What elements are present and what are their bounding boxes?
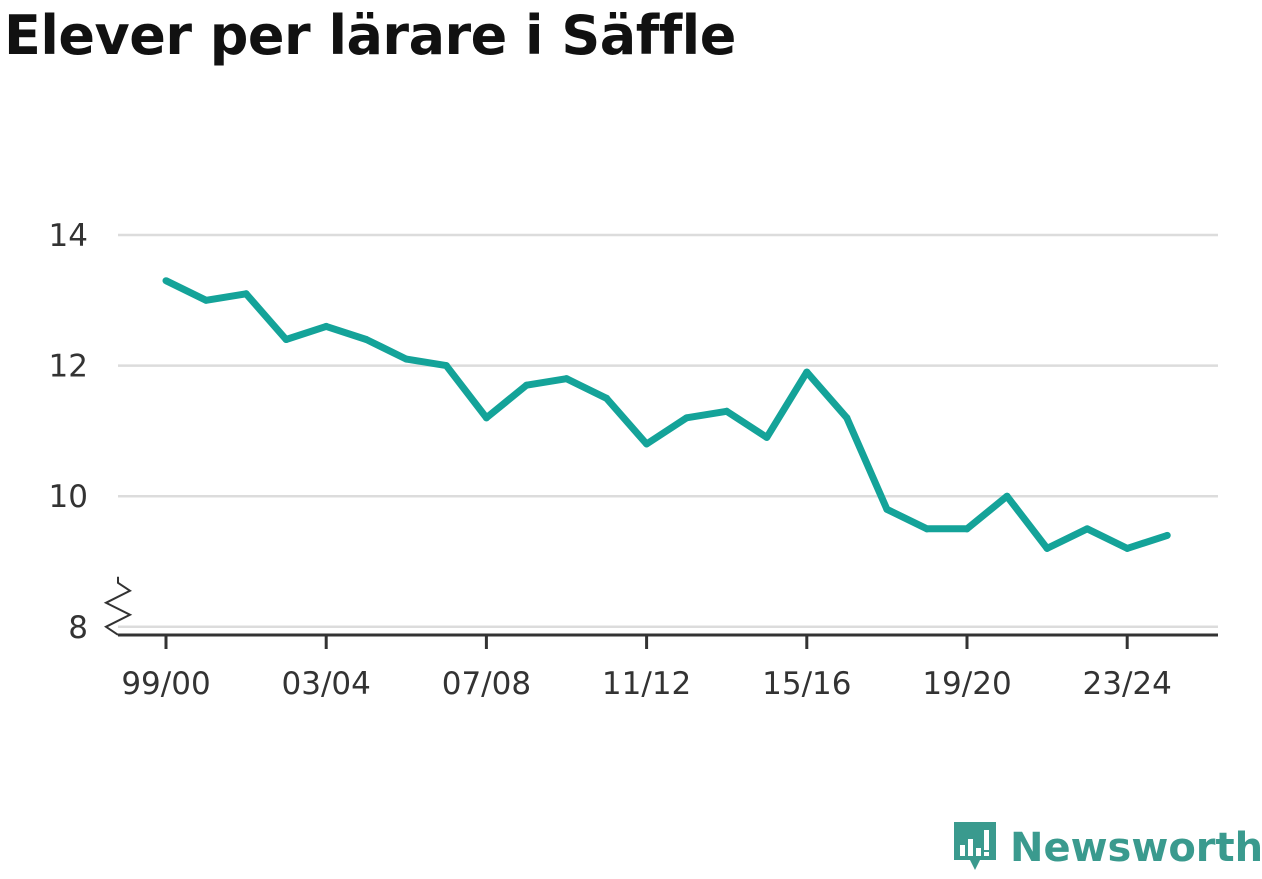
data-point — [1043, 544, 1051, 552]
y-axis-break — [103, 576, 133, 636]
data-point — [923, 525, 931, 533]
chart-title: Elever per lärare i Säffle — [4, 4, 736, 67]
data-point — [643, 440, 651, 448]
x-tick-label: 23/24 — [1083, 666, 1172, 702]
data-point — [803, 368, 811, 376]
x-tick-label: 19/20 — [922, 666, 1011, 702]
data-point — [402, 355, 410, 363]
data-point — [202, 296, 210, 304]
data-point — [883, 505, 891, 513]
x-tick-label: 15/16 — [762, 666, 851, 702]
brand-name: Newsworthy — [1010, 825, 1262, 871]
x-tick-label: 11/12 — [602, 666, 691, 702]
series-group — [162, 277, 1171, 552]
data-point — [843, 414, 851, 422]
x-axis: 99/00 03/04 07/08 11/12 15/16 19/20 23/24 — [118, 633, 1218, 702]
bar-chart-speech-bubble-icon — [954, 822, 996, 870]
data-point — [683, 414, 691, 422]
y-axis-ticks: 8 10 12 14 — [49, 218, 133, 646]
data-point — [563, 375, 570, 383]
x-tick-label: 03/04 — [282, 666, 371, 702]
grid-lines — [118, 233, 1218, 629]
data-point — [723, 407, 731, 415]
data-point — [322, 322, 330, 330]
newsworthy-logo: Newsworthy — [950, 818, 1262, 878]
data-point — [1003, 492, 1011, 500]
data-point — [603, 394, 611, 402]
data-point — [763, 433, 771, 441]
data-point — [482, 414, 490, 422]
x-tick-label: 07/08 — [442, 666, 531, 702]
data-point — [442, 362, 450, 370]
data-point — [242, 290, 250, 298]
data-point — [522, 381, 530, 389]
data-point — [362, 335, 370, 343]
data-point — [162, 277, 170, 285]
y-tick-label: 12 — [49, 349, 88, 385]
data-point — [282, 335, 290, 343]
y-tick-label: 14 — [49, 218, 88, 254]
data-point — [1083, 525, 1091, 533]
y-tick-label: 10 — [49, 479, 88, 515]
series-line — [164, 277, 1169, 552]
x-tick-label: 99/00 — [121, 666, 210, 702]
data-point — [1163, 531, 1171, 539]
data-point — [963, 525, 971, 533]
y-tick-label: 8 — [68, 610, 88, 646]
data-point — [1123, 544, 1131, 552]
